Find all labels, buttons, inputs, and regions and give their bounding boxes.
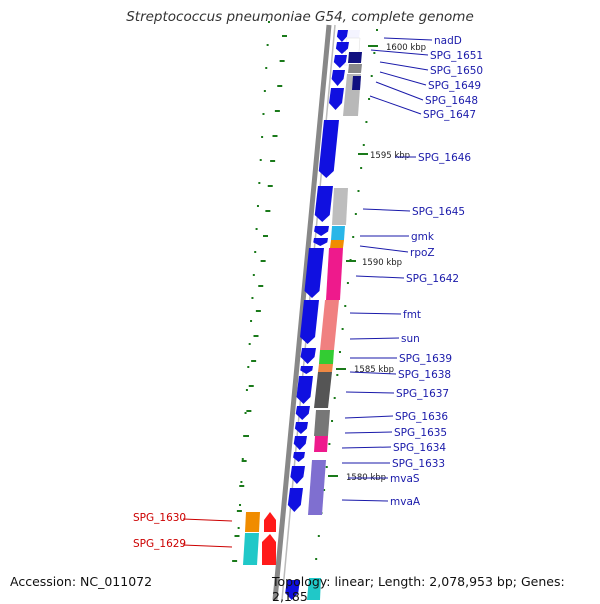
cog-block — [307, 578, 321, 600]
gene-arrow — [329, 88, 344, 110]
gene-label-spg-1649: SPG_1649 — [428, 80, 481, 92]
gene-label-spg-1651: SPG_1651 — [430, 50, 483, 62]
gene-label-spg-1650: SPG_1650 — [430, 65, 483, 77]
gene-arrow — [331, 70, 345, 86]
gene-label-mvas: mvaS — [390, 473, 420, 485]
cog-block — [332, 188, 348, 225]
reverse-strand-genes — [262, 512, 276, 565]
gene-label-rpoz: rpoZ — [410, 247, 435, 259]
cog-block — [320, 300, 339, 350]
gene-label-spg-1634: SPG_1634 — [393, 442, 446, 454]
gene-label-gmk: gmk — [411, 231, 435, 243]
gene-arrow — [304, 248, 324, 298]
cog-block — [326, 248, 343, 300]
gene-arrow-spg-1629 — [262, 534, 276, 565]
accession-text: Accession: NC_011072 — [10, 574, 153, 589]
cog-block — [330, 240, 344, 248]
gene-labels: nadD SPG_1651 SPG_1650 SPG_1649 SPG_1648 SPG_… — [133, 35, 483, 550]
gene-label-nadd: nadD — [434, 35, 462, 47]
gene-label-spg-1630: SPG_1630 — [133, 512, 186, 524]
cog-block — [314, 372, 332, 408]
gene-arrow — [300, 300, 319, 344]
gene-arrow — [285, 580, 300, 600]
gc-skew-marks — [232, 21, 378, 562]
gene-arrow — [290, 466, 305, 484]
kbp-tick-label: 1590 kbp — [362, 258, 402, 268]
cog-block — [319, 350, 334, 364]
gene-arrow-spg-1630 — [264, 512, 276, 532]
gene-arrow — [318, 120, 339, 178]
cog-block — [352, 76, 361, 90]
gene-arrow — [300, 348, 316, 364]
gene-label-spg-1636: SPG_1636 — [395, 411, 448, 423]
cog-block — [245, 512, 260, 532]
gene-arrow — [293, 436, 307, 450]
gene-arrow — [314, 226, 329, 236]
gene-label-spg-1639: SPG_1639 — [399, 353, 452, 365]
gene-label-spg-1648: SPG_1648 — [425, 95, 478, 107]
kbp-tick-label: 1585 kbp — [354, 365, 394, 375]
cog-block — [314, 410, 330, 436]
forward-strand-genes — [285, 30, 349, 600]
gene-arrow — [296, 376, 313, 404]
gene-label-spg-1629: SPG_1629 — [133, 538, 186, 550]
cog-block — [308, 460, 326, 515]
gene-label-spg-1645: SPG_1645 — [412, 206, 465, 218]
cog-block — [331, 226, 345, 240]
gene-label-spg-1638: SPG_1638 — [398, 369, 451, 381]
gene-label-fmt: fmt — [403, 309, 421, 321]
gene-arrow — [287, 488, 303, 512]
gene-arrow — [300, 366, 313, 374]
gene-label-spg-1642: SPG_1642 — [406, 273, 459, 285]
gene-arrow — [313, 238, 328, 246]
kbp-tick-label: 1595 kbp — [370, 151, 410, 161]
cog-category-blocks — [243, 30, 362, 600]
kbp-tick-label: 1600 kbp — [386, 43, 426, 53]
gene-arrow — [293, 452, 305, 462]
gene-label-spg-1646: SPG_1646 — [418, 152, 471, 164]
cog-block — [348, 52, 362, 63]
gene-label-sun: sun — [401, 333, 420, 345]
gene-label-spg-1637: SPG_1637 — [396, 388, 449, 400]
cog-block — [318, 364, 333, 372]
cog-block — [348, 64, 362, 73]
gene-label-spg-1635: SPG_1635 — [394, 427, 447, 439]
gene-label-spg-1633: SPG_1633 — [392, 458, 445, 470]
cog-block — [314, 436, 328, 452]
gene-arrow — [335, 42, 349, 54]
map-title: Streptococcus pneumoniae G54, complete g… — [126, 9, 474, 25]
cog-block — [243, 533, 259, 565]
gene-arrow — [294, 422, 308, 434]
cog-block — [347, 30, 360, 38]
gene-arrow — [333, 55, 347, 68]
gene-label-spg-1647: SPG_1647 — [423, 109, 476, 121]
gene-label-mvaa: mvaA — [390, 496, 421, 508]
gene-arrow — [314, 186, 333, 222]
gene-arrow — [336, 30, 348, 42]
gene-arrow — [295, 406, 310, 420]
